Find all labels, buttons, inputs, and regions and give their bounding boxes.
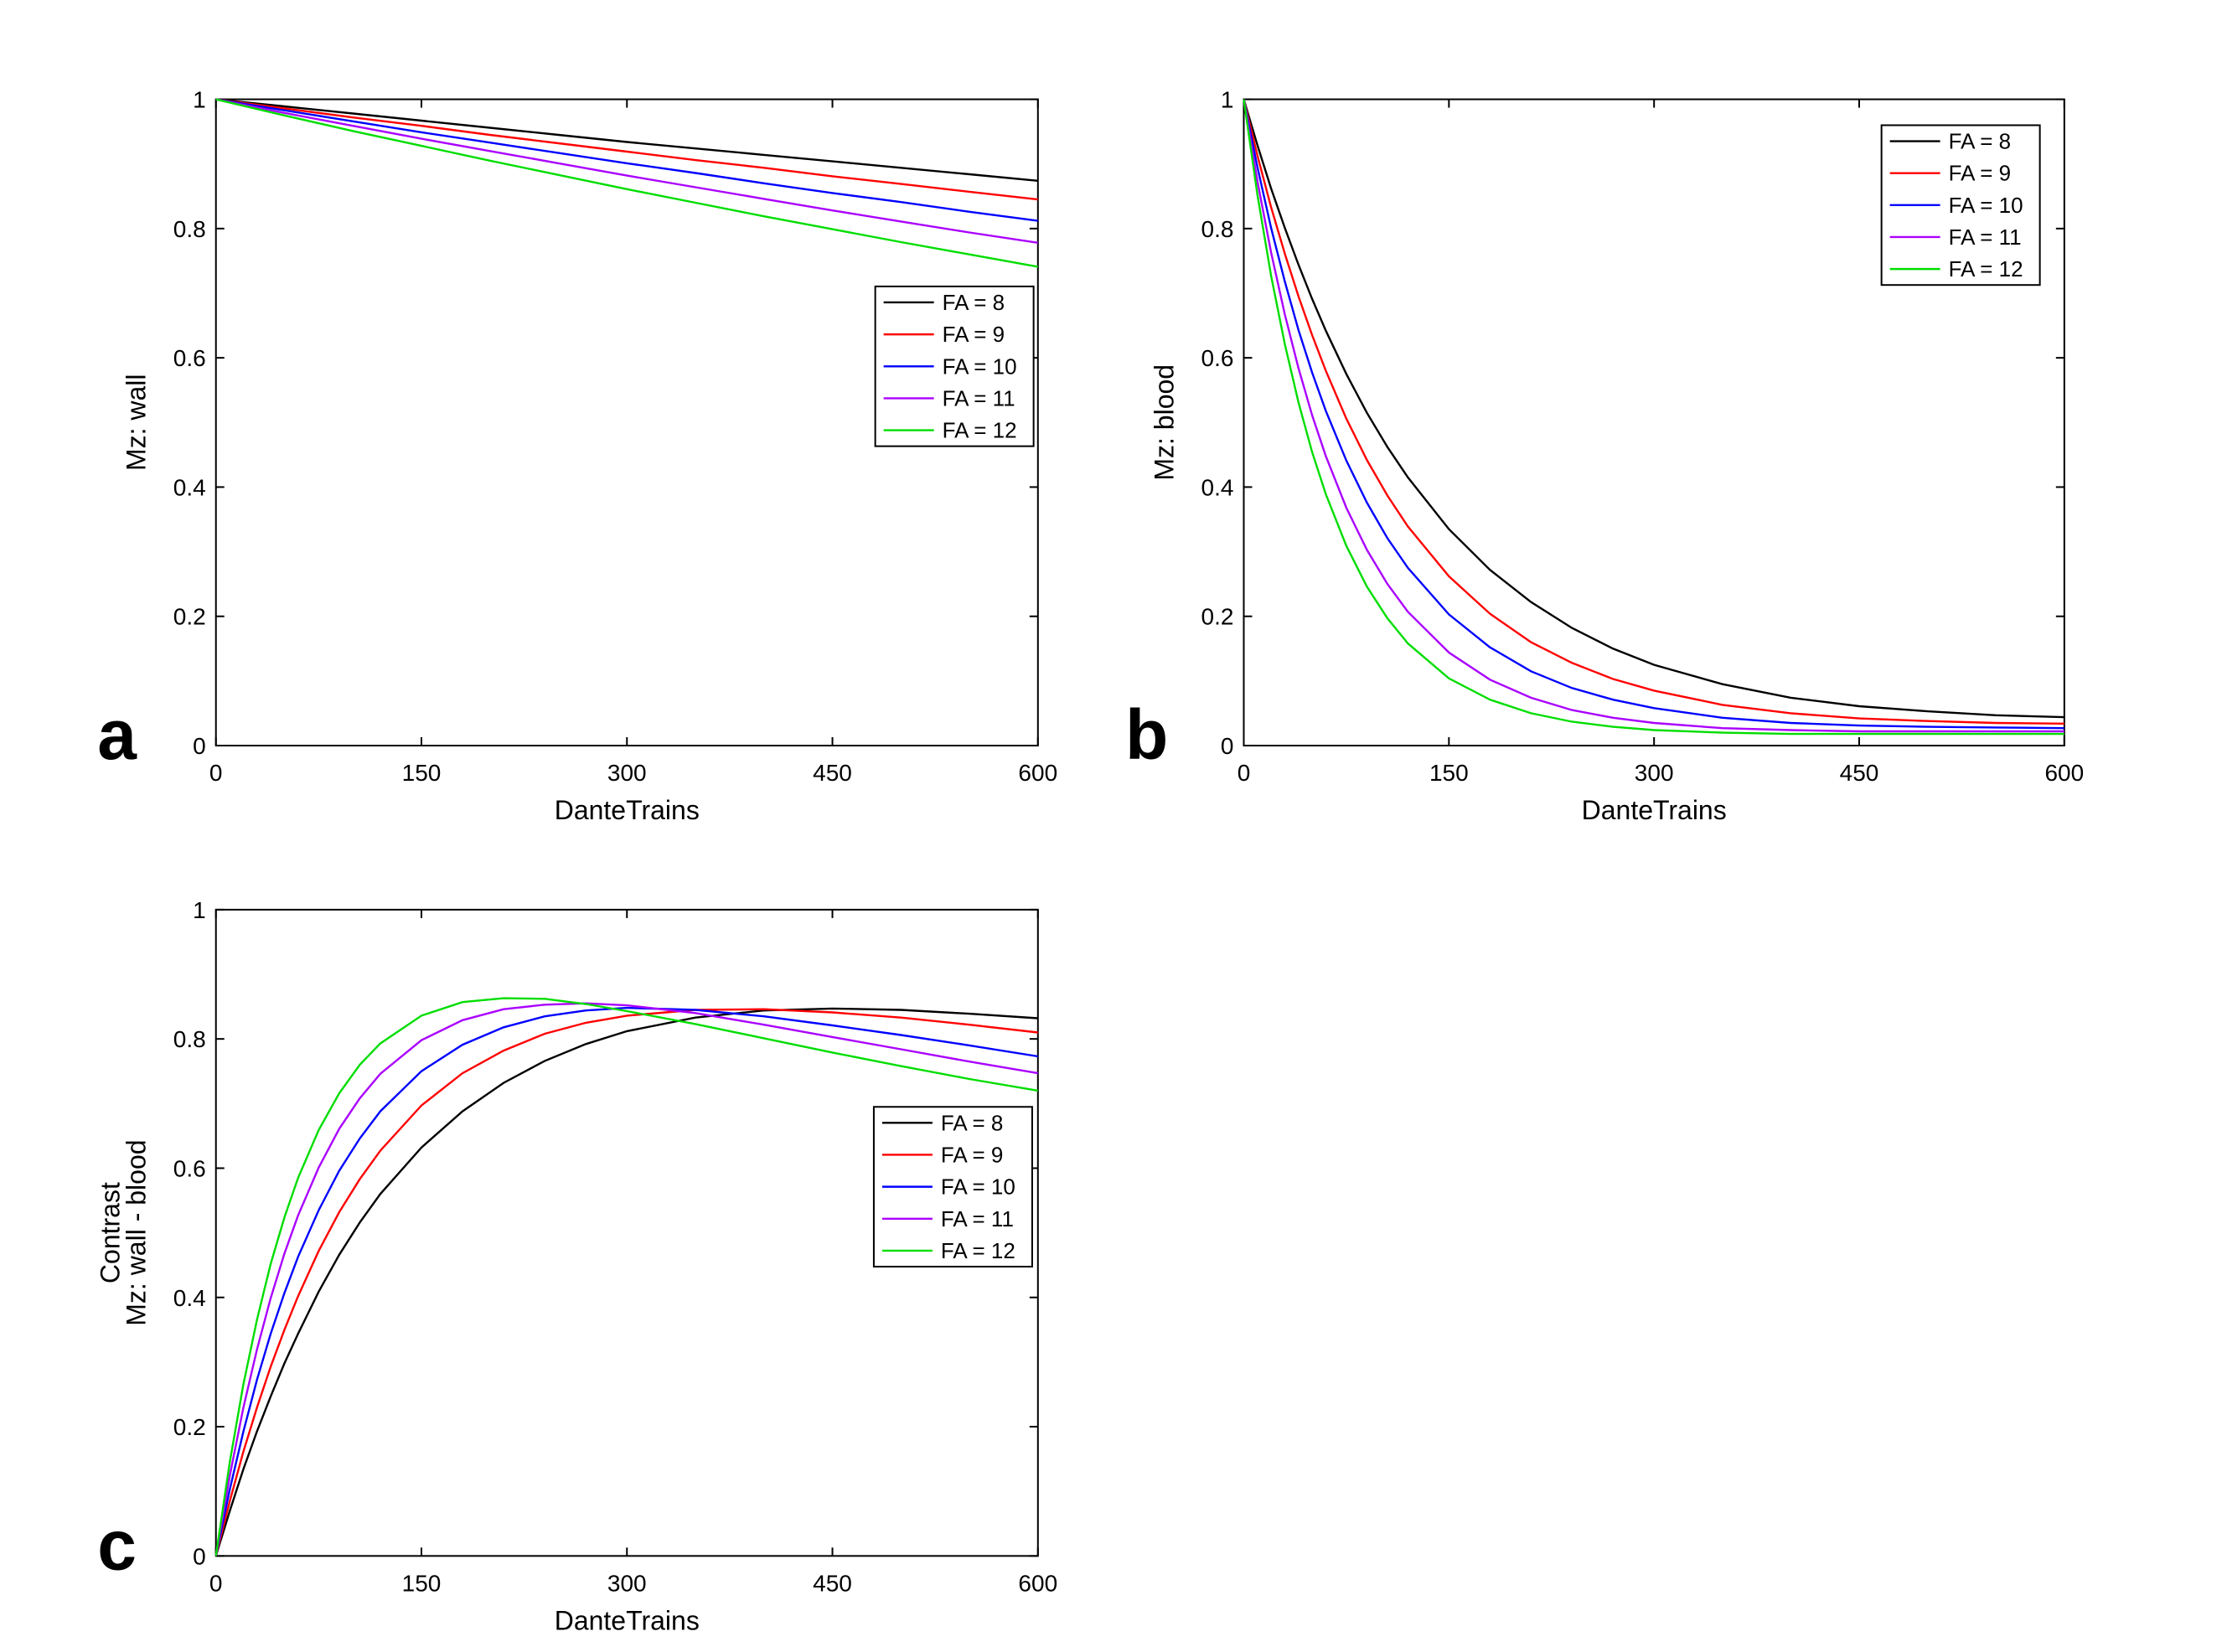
y-tick-label: 0.4 xyxy=(173,1285,206,1311)
legend-entry: FA = 11 xyxy=(941,1206,1014,1231)
series-lines xyxy=(214,997,1039,1556)
y-tick-label: 0.6 xyxy=(173,345,206,371)
y-tick-label: 0.4 xyxy=(173,474,206,500)
y-tick-label: 0.2 xyxy=(1201,604,1234,630)
x-tick-label: 600 xyxy=(1018,1570,1057,1596)
legend-entry: FA = 12 xyxy=(1949,256,2023,281)
legend: FA = 8 FA = 9 FA = 10 FA = 11 FA = 12 xyxy=(1880,124,2041,287)
y-tick-label: 1 xyxy=(1221,87,1234,113)
x-tick-label: 600 xyxy=(2044,760,2084,786)
x-tick-label: 150 xyxy=(402,1570,442,1596)
series-line xyxy=(1243,99,2064,719)
y-axis-label: Mz: wall xyxy=(121,374,152,471)
y-tick-label: 0.4 xyxy=(1201,474,1234,500)
legend-entry: FA = 11 xyxy=(1949,225,2022,250)
y-tick-label: 0 xyxy=(193,733,206,759)
x-axis-label: DanteTrains xyxy=(555,1605,700,1635)
y-axis-label-line2: Mz: wall - blood xyxy=(121,1139,152,1325)
legend-entry: FA = 9 xyxy=(941,1142,1003,1167)
x-tick-label: 0 xyxy=(1238,760,1251,786)
y-tick-label: 0.8 xyxy=(173,216,206,242)
legend-entry: FA = 12 xyxy=(941,1238,1015,1263)
x-tick-label: 450 xyxy=(1840,760,1879,786)
y-tick-label: 1 xyxy=(193,87,206,113)
panel-letter: c xyxy=(97,1505,137,1584)
y-tick-label: 0.8 xyxy=(173,1026,206,1052)
y-tick-label: 0.6 xyxy=(173,1155,206,1181)
legend-entry: FA = 9 xyxy=(943,322,1005,347)
series-line xyxy=(214,1002,1039,1556)
y-tick-label: 1 xyxy=(193,897,206,923)
series-lines xyxy=(215,98,1039,268)
x-axis-label: DanteTrains xyxy=(555,795,700,825)
legend-entry: FA = 11 xyxy=(943,385,1015,410)
series-line xyxy=(1243,99,2064,733)
series-line xyxy=(215,98,1038,182)
tick-group: 0 150 300 450 600 0 0.2 0.4 0.6 0.8 1 xyxy=(173,897,1057,1596)
series-line xyxy=(214,997,1039,1556)
series-line xyxy=(214,1006,1038,1556)
series-lines xyxy=(1243,99,2064,736)
y-tick-label: 0 xyxy=(193,1543,206,1569)
y-axis-label-line1: Contrast xyxy=(96,1182,126,1283)
legend-entry: FA = 8 xyxy=(1949,129,2011,154)
y-tick-label: 0.8 xyxy=(1201,216,1234,242)
y-tick-label: 0.2 xyxy=(173,1414,206,1440)
panel-letter: a xyxy=(97,695,137,774)
y-tick-label: 0.6 xyxy=(1201,345,1234,371)
series-line xyxy=(214,1008,1038,1556)
tick-group: 0 150 300 450 600 0 0.2 0.4 0.6 0.8 1 xyxy=(1201,87,2085,786)
legend-entry: FA = 10 xyxy=(941,1174,1015,1200)
x-tick-label: 300 xyxy=(607,760,647,786)
legend-entry: FA = 10 xyxy=(1949,193,2023,218)
x-tick-label: 300 xyxy=(607,1570,647,1596)
series-line xyxy=(1243,99,2064,730)
legend-entry: FA = 8 xyxy=(941,1110,1003,1135)
x-tick-label: 0 xyxy=(209,1570,223,1596)
y-tick-label: 0 xyxy=(1221,733,1234,759)
y-axis-label: Mz: blood xyxy=(1149,364,1179,481)
x-tick-label: 150 xyxy=(402,760,442,786)
legend-entry: FA = 12 xyxy=(943,418,1017,443)
y-tick-label: 0.2 xyxy=(173,604,206,630)
x-tick-label: 450 xyxy=(813,760,852,786)
series-line xyxy=(215,98,1039,268)
x-tick-label: 450 xyxy=(813,1570,852,1596)
x-tick-label: 150 xyxy=(1429,760,1469,786)
panel-letter: b xyxy=(1125,695,1168,774)
x-tick-label: 600 xyxy=(1018,760,1057,786)
series-line xyxy=(215,98,1038,244)
x-axis-label: DanteTrains xyxy=(1582,795,1727,825)
tick-group: 0 150 300 450 600 0 0.2 0.4 0.6 0.8 1 xyxy=(173,87,1057,786)
legend-entry: FA = 10 xyxy=(943,354,1017,379)
legend-entry: FA = 8 xyxy=(943,290,1005,315)
x-tick-label: 0 xyxy=(209,760,223,786)
series-line xyxy=(1243,99,2064,736)
series-line xyxy=(215,98,1038,222)
legend: FA = 8 FA = 9 FA = 10 FA = 11 FA = 12 xyxy=(872,1106,1033,1267)
legend: FA = 8 FA = 9 FA = 10 FA = 11 FA = 12 xyxy=(874,285,1035,447)
series-line xyxy=(1243,99,2064,725)
series-line xyxy=(215,98,1038,201)
legend-entry: FA = 9 xyxy=(1949,161,2011,186)
x-tick-label: 300 xyxy=(1635,760,1674,786)
